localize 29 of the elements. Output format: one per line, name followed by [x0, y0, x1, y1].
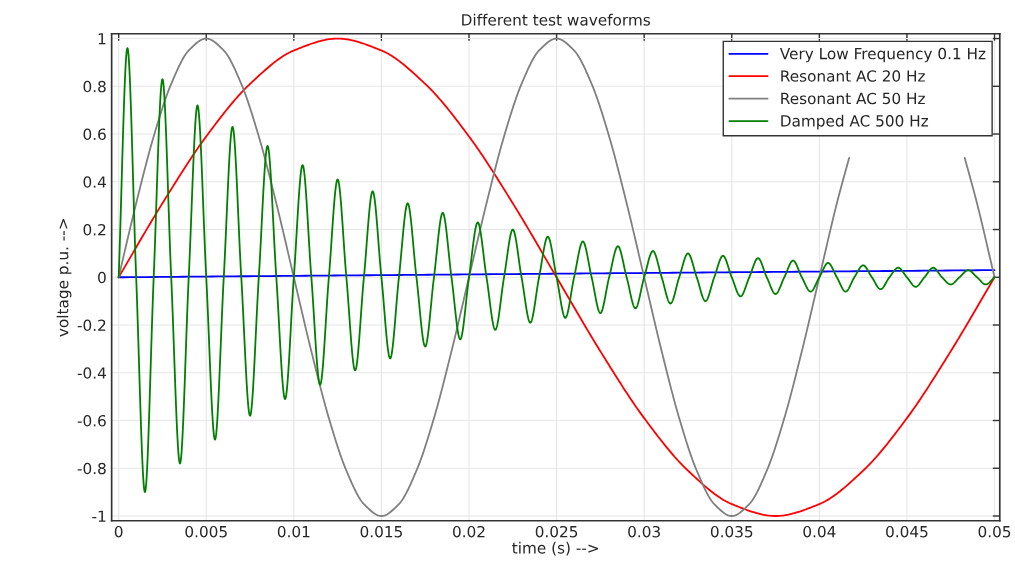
x-tick-label: 0.05	[978, 525, 1011, 538]
x-tick-label: 0.02	[453, 525, 485, 538]
legend-label: Resonant AC 20 Hz	[781, 70, 925, 82]
x-tick-label: 0.005	[185, 525, 227, 538]
x-tick-label: 0.03	[628, 525, 660, 538]
x-tick-label: 0	[114, 525, 123, 538]
y-tick-label: 0.2	[83, 224, 106, 236]
legend-label: Resonant AC 50 Hz	[781, 92, 925, 105]
y-tick-label: 0	[98, 271, 106, 284]
y-tick-label: -0.4	[77, 367, 106, 379]
y-tick-label: 1	[98, 33, 106, 45]
y-tick-label: 0.4	[83, 176, 106, 188]
x-tick-label: 0.025	[535, 525, 578, 538]
x-tick-label: 0.045	[886, 525, 928, 538]
y-tick-label: -0.2	[77, 319, 106, 332]
legend-label: Damped AC 500 Hz	[781, 114, 929, 130]
y-axis-title: voltage p.u. -->	[56, 219, 72, 337]
legend-label: Very Low Frequency 0.1 Hz	[779, 47, 986, 63]
y-tick-label: 0.8	[83, 80, 106, 93]
x-tick-label: 0.01	[277, 525, 310, 538]
x-tick-label: 0.035	[710, 525, 753, 538]
chart-title: Different test waveforms	[462, 13, 651, 26]
y-tick-label: -0.6	[77, 414, 106, 427]
y-tick-label: -0.8	[77, 462, 106, 475]
x-tick-label: 0.04	[803, 525, 836, 538]
x-tick-label: 0.015	[360, 525, 402, 538]
y-tick-label: -1	[92, 510, 106, 522]
y-tick-label: 0.6	[83, 128, 106, 141]
x-axis-title: time (s) -->	[512, 541, 599, 556]
